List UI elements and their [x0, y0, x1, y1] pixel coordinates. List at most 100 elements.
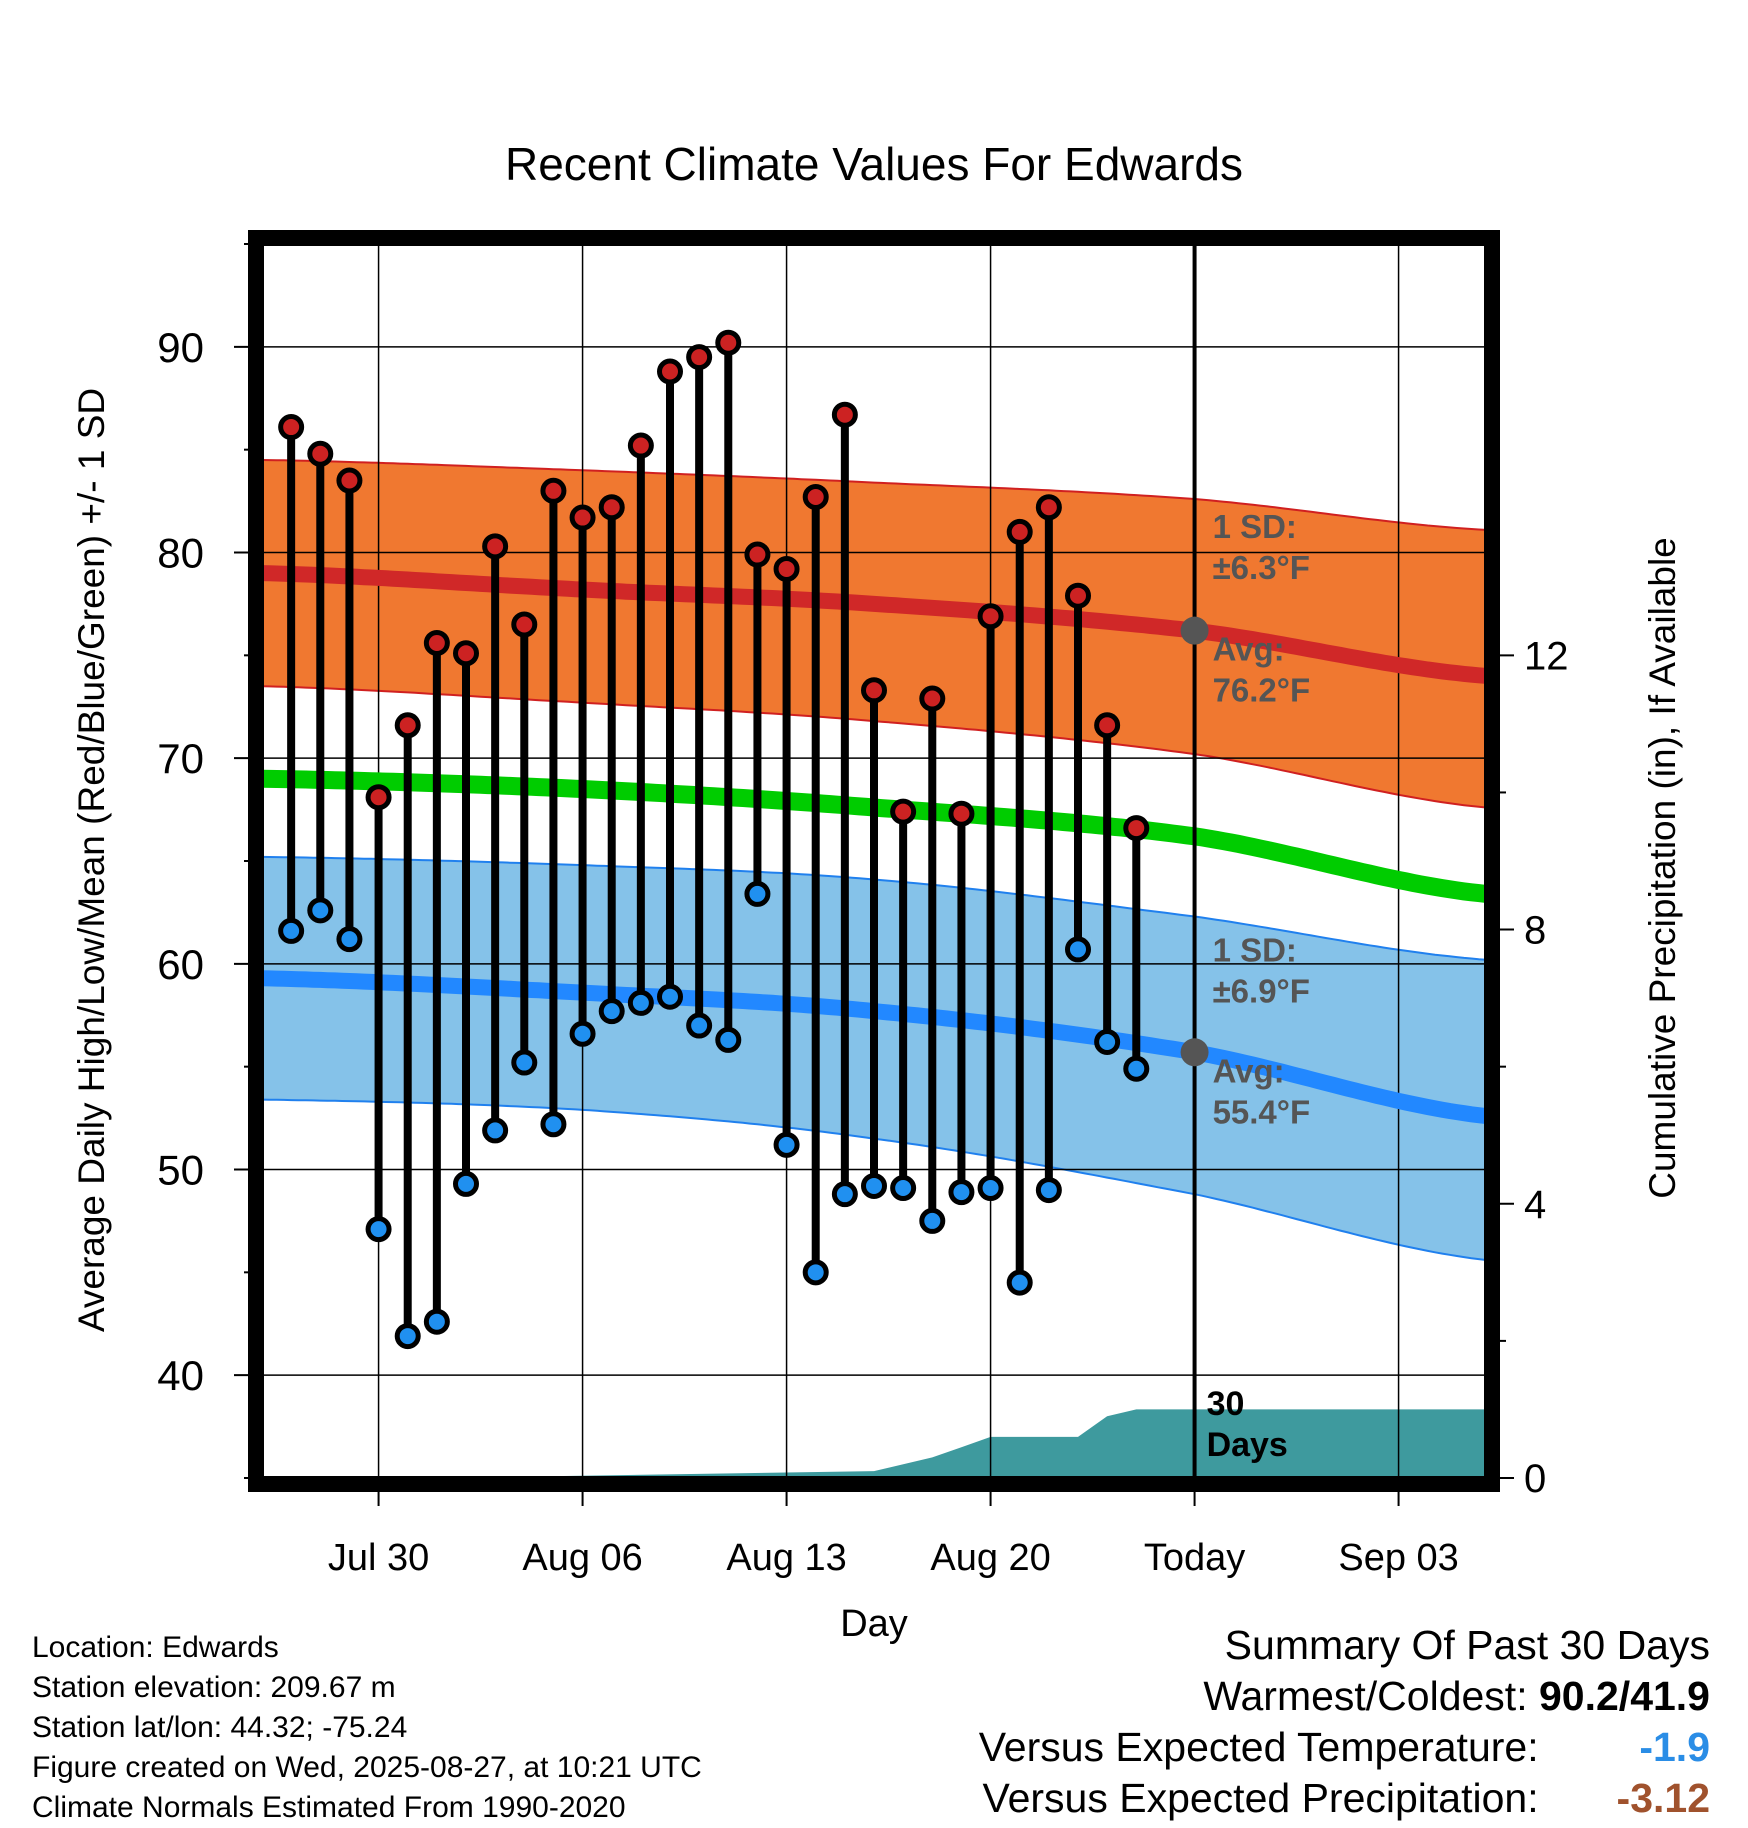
low-temp-point: [657, 983, 683, 1010]
low-temp-point: [365, 1216, 392, 1243]
high-temp-point: [1006, 518, 1033, 545]
high-temp-point: [657, 358, 683, 385]
low-sd-value: ±6.9°F: [1213, 973, 1310, 1010]
plot-content: [262, 244, 1486, 1478]
today-low-avg-marker: [1180, 1038, 1209, 1067]
location-text: Location: Edwards: [32, 1631, 279, 1664]
temp-value: -1.9: [1639, 1724, 1710, 1770]
y-tick-label: 90: [157, 324, 204, 371]
low-temp-point: [423, 1308, 450, 1335]
low-temp-point: [278, 917, 305, 944]
summary-title: Summary Of Past 30 Days: [1224, 1622, 1710, 1668]
high-mean-line: [262, 565, 1486, 684]
high-sd-band: [262, 460, 1486, 808]
latlon-text: Station lat/lon: 44.32; -75.24: [32, 1711, 408, 1744]
high-temp-point: [365, 784, 392, 811]
high-temp-point: [802, 483, 829, 510]
low-temp-point: [627, 989, 654, 1016]
plot-area: 1 SD: ±6.3°F Avg: 76.2°F 1 SD: ±6.9°F Avg: 55.4…: [157, 230, 1569, 1579]
created-text: Figure created on Wed, 2025-08-27, at 10…: [32, 1751, 702, 1784]
low-sd-label: 1 SD:: [1213, 932, 1297, 969]
high-avg-value: 76.2°F: [1213, 672, 1311, 709]
high-temp-point: [744, 541, 771, 568]
y-tick-label: 70: [157, 735, 204, 782]
high-temp-point: [948, 800, 975, 827]
x-axis-label: Day: [840, 1603, 908, 1645]
high-temp-point: [919, 685, 946, 712]
high-temp-point: [569, 504, 596, 531]
low-temp-point: [890, 1175, 917, 1202]
x-tick-label: Aug 13: [726, 1537, 846, 1579]
warm-cold-label: Warmest/Coldest:: [1203, 1673, 1528, 1719]
y-tick-label: 60: [157, 941, 204, 988]
elevation-text: Station elevation: 209.67 m: [32, 1671, 396, 1704]
high-temp-point: [831, 401, 858, 428]
low-temp-point: [336, 926, 363, 953]
high-temp-point: [1123, 815, 1150, 842]
high-band-edge: [262, 459, 1486, 531]
today-label-unit: Days: [1207, 1426, 1288, 1464]
low-temp-point: [511, 1049, 538, 1076]
high-sd-value: ±6.3°F: [1213, 549, 1310, 586]
summary-temp-row: Versus Expected Temperature: -1.9: [979, 1722, 1710, 1773]
precip-value: -3.12: [1616, 1775, 1710, 1821]
high-temp-point: [1094, 712, 1121, 739]
high-temp-point: [336, 467, 363, 494]
today-label-count: 30: [1207, 1385, 1245, 1423]
low-temp-point: [307, 897, 334, 924]
high-temp-point: [861, 677, 887, 704]
precip-area: [436, 1409, 1486, 1478]
normals-text: Climate Normals Estimated From 1990-2020: [32, 1791, 626, 1824]
low-temp-point: [453, 1170, 479, 1197]
high-temp-point: [540, 477, 567, 504]
x-tick-label: Sep 03: [1338, 1537, 1458, 1579]
high-temp-point: [1065, 582, 1091, 609]
x-tick-label: Jul 30: [328, 1537, 429, 1579]
low-temp-point: [715, 1026, 742, 1053]
high-temp-point: [715, 329, 742, 356]
low-temp-point: [861, 1172, 887, 1199]
low-temp-point: [1094, 1028, 1121, 1055]
station-info: Location: Edwards Station elevation: 209…: [32, 1628, 702, 1828]
low-avg-label: Avg:: [1213, 1052, 1285, 1089]
y2-tick-label: 4: [1524, 1183, 1546, 1227]
x-tick-label: Today: [1144, 1537, 1245, 1579]
warm-cold-value: 90.2/41.9: [1539, 1673, 1710, 1719]
y-tick-label: 80: [157, 530, 204, 577]
low-temp-point: [540, 1111, 567, 1138]
summary-precip-row: Versus Expected Precipitation: -3.12: [979, 1773, 1711, 1824]
temp-label: Versus Expected Temperature:: [978, 1724, 1539, 1770]
low-temp-point: [948, 1179, 975, 1206]
low-temp-point: [394, 1323, 421, 1350]
high-temp-point: [453, 640, 479, 667]
y2-tick-label: 12: [1524, 634, 1569, 678]
low-temp-point: [482, 1117, 509, 1144]
x-tick-label: Aug 06: [522, 1537, 642, 1579]
high-temp-point: [307, 440, 334, 467]
today-high-avg-marker: [1180, 616, 1209, 645]
low-temp-point: [1123, 1055, 1150, 1082]
high-temp-point: [394, 712, 421, 739]
y-axis-label: Average Daily High/Low/Mean (Red/Blue/Gr…: [71, 388, 112, 1332]
high-temp-point: [511, 611, 538, 638]
low-temp-point: [831, 1181, 858, 1208]
low-temp-point: [1065, 936, 1091, 963]
low-temp-point: [569, 1020, 596, 1047]
high-temp-point: [482, 533, 509, 560]
summary-panel: Summary Of Past 30 Days Warmest/Coldest:…: [979, 1620, 1710, 1824]
low-temp-point: [977, 1175, 1004, 1202]
y2-axis-label: Cumulative Precipitation (in), If Availa…: [1642, 537, 1683, 1199]
high-temp-point: [977, 603, 1004, 630]
high-temp-point: [598, 494, 625, 521]
y2-tick-label: 8: [1524, 909, 1546, 953]
chart-title: Recent Climate Values For Edwards: [505, 138, 1243, 190]
high-temp-point: [278, 414, 305, 441]
precip-label: Versus Expected Precipitation:: [982, 1775, 1539, 1821]
low-temp-point: [686, 1012, 713, 1039]
high-temp-point: [773, 555, 800, 582]
low-temp-point: [1006, 1269, 1033, 1296]
high-temp-point: [890, 798, 917, 825]
y-tick-label: 40: [157, 1352, 204, 1399]
y2-tick-label: 0: [1524, 1457, 1546, 1501]
high-temp-point: [1035, 494, 1062, 521]
